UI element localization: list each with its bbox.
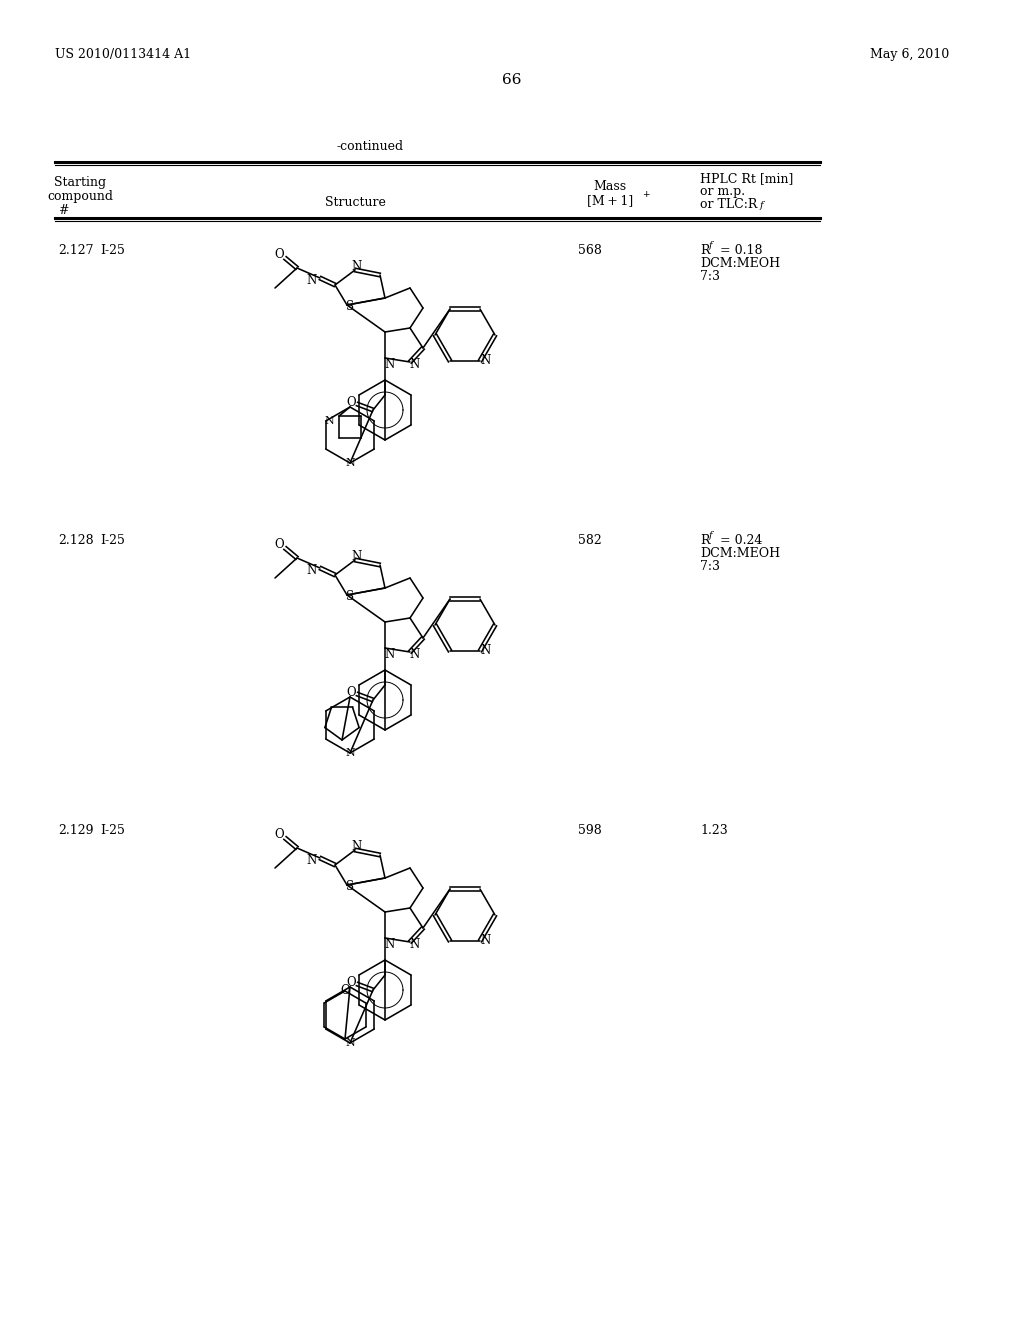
Text: N: N xyxy=(352,260,362,273)
Text: N: N xyxy=(385,648,395,660)
Text: f: f xyxy=(760,201,764,210)
Text: f: f xyxy=(709,531,713,540)
Text: N: N xyxy=(352,550,362,564)
Text: = 0.18: = 0.18 xyxy=(716,244,763,257)
Text: N: N xyxy=(385,937,395,950)
Text: S: S xyxy=(346,590,354,603)
Text: I-25: I-25 xyxy=(100,535,125,546)
Text: +: + xyxy=(642,190,649,199)
Text: N: N xyxy=(345,1038,355,1048)
Text: N: N xyxy=(325,416,334,426)
Text: DCM:MEOH: DCM:MEOH xyxy=(700,546,780,560)
Text: May 6, 2010: May 6, 2010 xyxy=(870,48,949,61)
Text: 568: 568 xyxy=(579,244,602,257)
Text: N: N xyxy=(307,273,317,286)
Text: O: O xyxy=(274,539,284,552)
Text: N: N xyxy=(307,564,317,577)
Text: N: N xyxy=(410,648,420,661)
Text: 2.129: 2.129 xyxy=(58,824,93,837)
Text: R: R xyxy=(700,535,710,546)
Text: O: O xyxy=(274,248,284,261)
Text: O: O xyxy=(346,975,355,989)
Text: N: N xyxy=(385,358,395,371)
Text: R: R xyxy=(700,244,710,257)
Text: -continued: -continued xyxy=(337,140,403,153)
Text: US 2010/0113414 A1: US 2010/0113414 A1 xyxy=(55,48,191,61)
Text: Starting: Starting xyxy=(54,176,106,189)
Text: 582: 582 xyxy=(579,535,602,546)
Text: N: N xyxy=(410,939,420,952)
Text: compound: compound xyxy=(47,190,113,203)
Text: Mass: Mass xyxy=(594,180,627,193)
Text: I-25: I-25 xyxy=(100,824,125,837)
Text: I-25: I-25 xyxy=(100,244,125,257)
Text: 2.127: 2.127 xyxy=(58,244,93,257)
Text: S: S xyxy=(346,301,354,314)
Text: or m.p.: or m.p. xyxy=(700,185,745,198)
Text: 598: 598 xyxy=(579,824,602,837)
Text: O: O xyxy=(346,396,355,408)
Text: 66: 66 xyxy=(502,73,522,87)
Text: #: # xyxy=(58,205,69,216)
Text: N: N xyxy=(345,748,355,758)
Text: N: N xyxy=(307,854,317,866)
Text: O: O xyxy=(340,985,350,998)
Text: S: S xyxy=(346,880,354,894)
Text: O: O xyxy=(346,685,355,698)
Text: 7:3: 7:3 xyxy=(700,271,720,282)
Text: N: N xyxy=(480,644,490,657)
Text: N: N xyxy=(480,355,490,367)
Text: 2.128: 2.128 xyxy=(58,535,93,546)
Text: N: N xyxy=(352,841,362,854)
Text: 1.23: 1.23 xyxy=(700,824,728,837)
Text: = 0.24: = 0.24 xyxy=(716,535,763,546)
Text: O: O xyxy=(274,829,284,842)
Text: 7:3: 7:3 xyxy=(700,560,720,573)
Text: Structure: Structure xyxy=(325,195,385,209)
Text: [M + 1]: [M + 1] xyxy=(587,194,633,207)
Text: DCM:MEOH: DCM:MEOH xyxy=(700,257,780,271)
Text: N: N xyxy=(410,359,420,371)
Text: or TLC:R: or TLC:R xyxy=(700,198,758,211)
Text: N: N xyxy=(480,935,490,948)
Text: HPLC Rt [min]: HPLC Rt [min] xyxy=(700,172,794,185)
Text: N: N xyxy=(345,458,355,469)
Text: f: f xyxy=(709,242,713,249)
